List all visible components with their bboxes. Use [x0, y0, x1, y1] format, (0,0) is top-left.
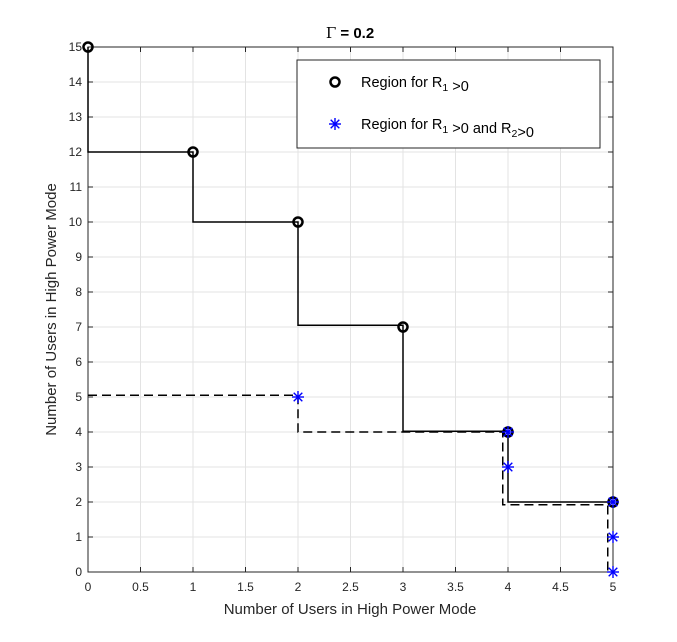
x-tick-label: 1: [190, 580, 197, 594]
y-tick-label: 7: [75, 320, 82, 334]
y-tick-label: 5: [75, 390, 82, 404]
y-tick-label: 9: [75, 250, 82, 264]
series-line-0: [87, 47, 613, 503]
legend-marker-circle: [329, 76, 341, 88]
y-tick-label: 2: [75, 495, 82, 509]
y-tick-label: 6: [75, 355, 82, 369]
y-tick-label: 3: [75, 460, 82, 474]
legend-label-region-r1: Region for R1 >0: [361, 75, 469, 95]
data-point-circle: [187, 146, 199, 158]
data-point-asterisk: [607, 566, 619, 578]
legend-box: [296, 59, 601, 149]
data-point-asterisk: [292, 391, 304, 403]
y-tick-label: 4: [75, 425, 82, 439]
x-tick-label: 4: [505, 580, 512, 594]
x-tick-label: 1.5: [237, 580, 254, 594]
data-point-circle: [82, 41, 94, 53]
title-symbol: Γ: [326, 24, 336, 42]
data-point-asterisk: [502, 426, 514, 438]
title-value: = 0.2: [336, 25, 374, 42]
y-tick-label: 8: [75, 285, 82, 299]
series-layer: [82, 41, 619, 578]
y-tick-label: 11: [70, 180, 83, 194]
y-axis-label: Number of Users in High Power Mode: [43, 183, 60, 436]
x-axis-label: Number of Users in High Power Mode: [224, 601, 477, 618]
series-line-1: [88, 394, 609, 572]
y-tick-label: 15: [69, 40, 83, 54]
x-tick-label: 3.5: [447, 580, 464, 594]
x-tick-label: 0: [85, 580, 92, 594]
x-tick-label: 4.5: [552, 580, 569, 594]
x-tick-label: 3: [400, 580, 407, 594]
chart-title: Γ = 0.2: [326, 24, 374, 42]
y-tick-label: 14: [69, 75, 83, 89]
x-tick-label: 2: [295, 580, 302, 594]
x-tick-label: 2.5: [342, 580, 359, 594]
legend-marker-asterisk: [329, 118, 341, 130]
x-tick-label: 5: [610, 580, 617, 594]
legend-label-region-r1-r2: Region for R1 >0 and R2>0: [361, 117, 534, 141]
legend: Region for R1 >0 Region for R1 >0 and R2…: [296, 59, 601, 149]
y-tick-label: 12: [69, 145, 83, 159]
data-point-circle: [292, 216, 304, 228]
y-tick-label: 0: [75, 565, 82, 579]
data-point-circle: [397, 321, 409, 333]
y-tick-label: 13: [69, 110, 83, 124]
data-point-asterisk: [607, 531, 619, 543]
y-tick-label: 10: [69, 215, 83, 229]
data-point-asterisk: [502, 461, 514, 473]
y-tick-label: 1: [75, 530, 82, 544]
x-tick-label: 0.5: [132, 580, 149, 594]
data-point-asterisk: [607, 496, 619, 508]
axis-ticks: 0 0.5 1 1.5 2 2.5 3 3.5 4 4.5 50123456789101112131…: [69, 40, 617, 594]
